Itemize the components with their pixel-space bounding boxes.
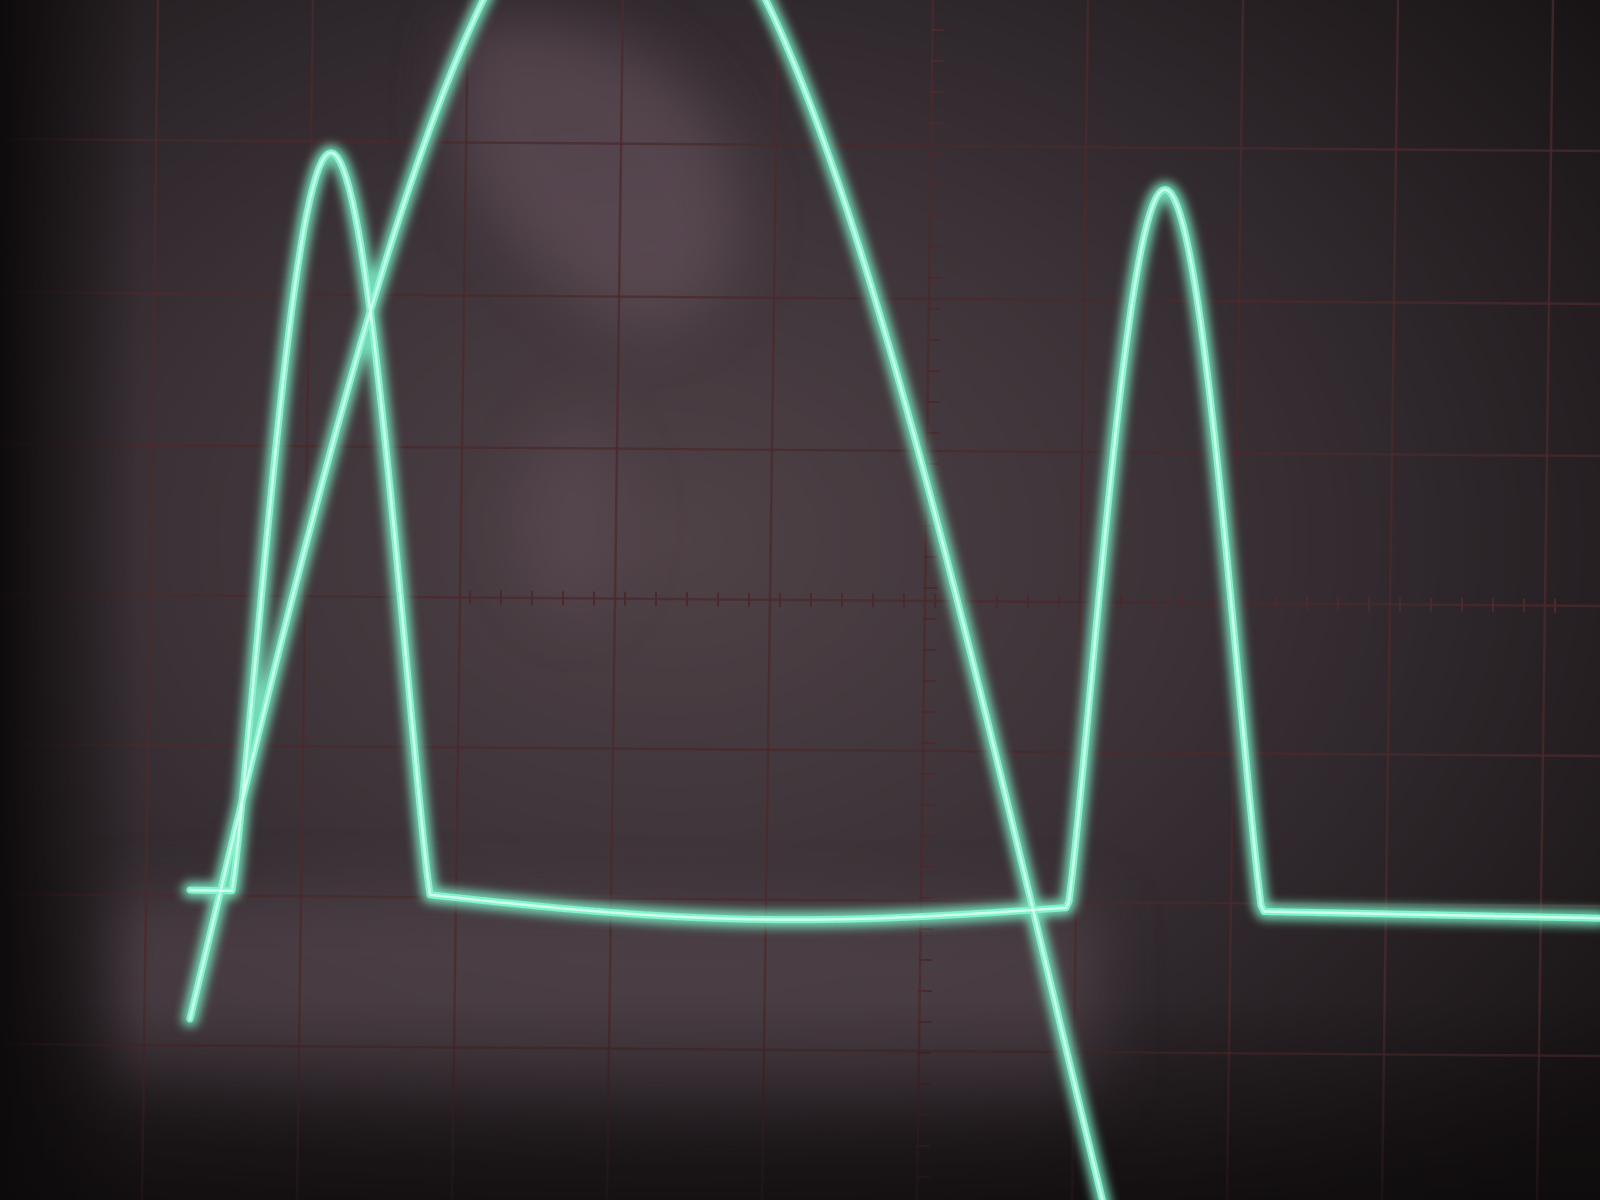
- graticule-horizontal-line: [0, 892, 1600, 908]
- graticule-horizontal-line: [0, 137, 1600, 153]
- graticule-horizontal-line: [0, 442, 1600, 458]
- sine-trace-core: [188, 0, 1104, 1200]
- graticule-horizontal-line: [0, 290, 1600, 306]
- bottom-bezel-shade: [0, 1000, 1600, 1200]
- graticule-horizontal-line: [0, 742, 1600, 758]
- pulse-trace-core: [188, 151, 1600, 921]
